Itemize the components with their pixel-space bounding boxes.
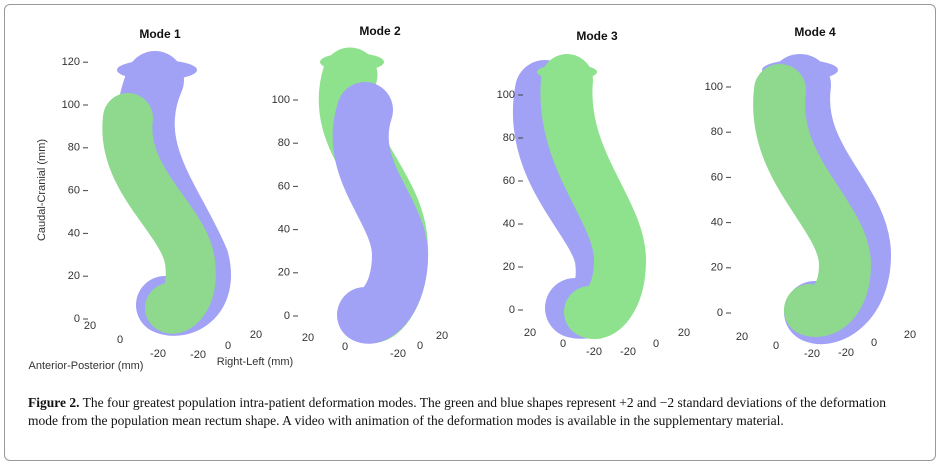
ap-tick-label: 20 (84, 320, 96, 332)
panel-title: Mode 1 (139, 27, 181, 41)
green-cap (320, 53, 384, 71)
blue-cap (117, 60, 197, 80)
z-tick-label: 80 (711, 126, 723, 138)
z-tick-label: 120 (62, 56, 80, 68)
rl-tick-label: 20 (436, 330, 448, 342)
rl-tick-label: 20 (904, 329, 916, 341)
z-axis-label: Caudal-Cranial (mm) (36, 139, 48, 241)
rl-tick-label: -20 (190, 349, 206, 361)
z-tick-label: 40 (503, 218, 515, 230)
rl-tick-label: 0 (417, 340, 423, 352)
z-tick-label: 20 (503, 261, 515, 273)
z-tick-label: 100 (705, 81, 723, 93)
ap-tick-label: -20 (804, 348, 820, 360)
caption-text: The four greatest population intra-patie… (28, 395, 886, 428)
panel-title: Mode 2 (359, 24, 401, 38)
plots: Mode 1 0 20 40 60 80 100 120 20 0 -20 -20 0 20 Caudal-… (0, 0, 942, 390)
z-tick-label: 100 (497, 89, 515, 101)
z-tick-label: 40 (278, 224, 290, 236)
z-tick-label: 60 (711, 171, 723, 183)
ap-axis-label: Anterior-Posterior (mm) (29, 360, 144, 372)
ap-tick-label: 0 (342, 341, 348, 353)
ap-tick-label: -20 (586, 346, 602, 358)
z-tick-label: 60 (503, 175, 515, 187)
rl-tick-label: 20 (678, 327, 690, 339)
z-tick-label: 0 (717, 307, 723, 319)
figure: Mode 1 0 20 40 60 80 100 120 20 0 -20 -20 0 20 Caudal-… (0, 0, 942, 467)
rl-tick-label: -20 (620, 346, 636, 358)
rl-tick-label: -20 (390, 348, 406, 360)
rl-tick-label: 0 (871, 337, 877, 349)
rl-tick-label: 0 (653, 338, 659, 350)
ap-tick-label: 0 (117, 334, 123, 346)
caption: Figure 2. The four greatest population i… (28, 394, 918, 430)
ap-tick-label: 0 (560, 338, 566, 350)
ap-tick-label: 20 (736, 331, 748, 343)
ap-tick-label: -20 (150, 348, 166, 360)
ap-tick-label: 0 (773, 340, 779, 352)
z-tick-label: 80 (68, 142, 80, 154)
caption-label: Figure 2. (28, 395, 80, 410)
z-tick-label: 20 (68, 270, 80, 282)
z-tick-label: 60 (278, 180, 290, 192)
panel-title: Mode 4 (794, 25, 836, 39)
rl-tick-label: 0 (225, 340, 231, 352)
z-tick-label: 40 (711, 217, 723, 229)
green-cap (537, 64, 597, 80)
z-tick-label: 80 (278, 137, 290, 149)
rl-tick-label: 20 (250, 329, 262, 341)
rl-tick-label: -20 (838, 347, 854, 359)
z-tick-label: 100 (272, 94, 290, 106)
z-tick-label: 20 (711, 262, 723, 274)
z-tick-label: 20 (278, 267, 290, 279)
z-tick-label: 40 (68, 227, 80, 239)
z-tick-label: 60 (68, 185, 80, 197)
ap-tick-label: 20 (524, 327, 536, 339)
ap-tick-label: 20 (302, 332, 314, 344)
blue-shape (361, 110, 400, 316)
panel-title: Mode 3 (576, 29, 618, 43)
z-tick-label: 0 (74, 313, 80, 325)
z-tick-label: 0 (284, 310, 290, 322)
z-tick-label: 0 (509, 304, 515, 316)
rl-axis-label: Right-Left (mm) (217, 356, 293, 368)
shapes (117, 53, 860, 316)
z-tick-label: 80 (503, 132, 515, 144)
z-tick-label: 100 (62, 99, 80, 111)
